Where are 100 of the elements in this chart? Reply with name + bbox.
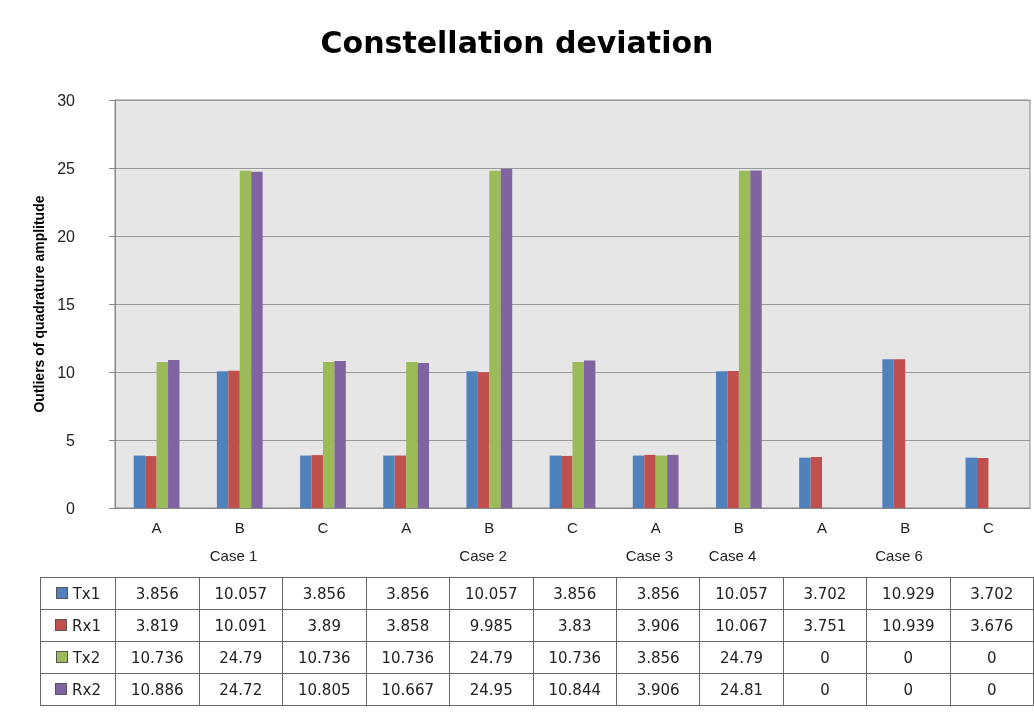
data-label: 3.856: [115, 577, 199, 610]
x-tick-label: A: [650, 519, 661, 536]
bar: [667, 454, 679, 508]
data-label: 10.844: [533, 673, 617, 706]
data-label: 0: [866, 641, 951, 674]
bar: [965, 457, 977, 508]
data-label: 10.057: [449, 577, 533, 610]
y-tick-label: 15: [57, 295, 76, 313]
bar: [156, 361, 169, 508]
bar: [334, 361, 346, 508]
data-label: 3.676: [950, 609, 1034, 642]
bar: [239, 170, 252, 508]
bar: [383, 455, 395, 508]
bar: [311, 455, 323, 508]
bar: [417, 362, 430, 508]
bar: [394, 455, 407, 508]
data-label: 24.79: [699, 641, 784, 674]
data-label: 0: [950, 641, 1034, 674]
data-label: 10.886: [115, 673, 199, 706]
bar: [300, 455, 312, 508]
data-label: 24.72: [199, 673, 283, 706]
x-tick-label: B: [900, 519, 911, 536]
y-tick-label: 10: [57, 363, 76, 381]
bar: [489, 170, 501, 508]
legend-label: Rx2: [40, 673, 116, 706]
data-label: 24.79: [449, 641, 533, 674]
data-label: 10.929: [866, 577, 951, 610]
bar: [882, 359, 894, 508]
bar: [750, 170, 762, 508]
bar: [228, 370, 240, 508]
data-label: 0: [866, 673, 951, 706]
legend-label: Rx1: [40, 609, 116, 642]
bar: [477, 372, 490, 508]
text: Case 2: [459, 547, 507, 564]
text: Case 1: [209, 547, 258, 564]
legend-label: Tx2: [40, 641, 116, 674]
data-label: 3.906: [616, 609, 700, 642]
data-label: 10.091: [199, 609, 283, 642]
chart-title: Constellation deviation: [320, 24, 714, 60]
y-tick-label: 30: [57, 91, 76, 109]
bar: [727, 371, 739, 508]
x-tick-label: B: [484, 519, 495, 536]
bar: [561, 455, 573, 508]
bar: [133, 455, 146, 508]
data-label: 0: [950, 673, 1034, 706]
data-label: 0: [783, 641, 867, 674]
x-tick-label: A: [817, 519, 828, 536]
bar: [406, 361, 418, 508]
data-label: 24.81: [699, 673, 784, 706]
text: Case 4: [708, 547, 757, 564]
bar: [644, 454, 656, 508]
bar: [322, 361, 335, 508]
bar: [715, 371, 728, 508]
data-label: 3.83: [533, 609, 617, 642]
bar: [216, 371, 229, 508]
data-label: 10.667: [366, 673, 450, 706]
data-label: 0: [783, 673, 867, 706]
data-label: 9.985: [449, 609, 533, 642]
x-tick-label: C: [317, 519, 329, 536]
data-label: 10.067: [699, 609, 784, 642]
data-label: 3.858: [366, 609, 450, 642]
data-label: 3.856: [533, 577, 617, 610]
bar: [466, 371, 478, 508]
x-tick-label: C: [982, 519, 994, 536]
data-label: 3.751: [783, 609, 867, 642]
data-label: 24.79: [199, 641, 283, 674]
bar: [655, 455, 668, 508]
data-label: 10.736: [282, 641, 366, 674]
bar: [145, 456, 157, 508]
data-label: 10.805: [282, 673, 366, 706]
bar: [251, 171, 263, 508]
data-label: 10.939: [866, 609, 951, 642]
bar: [168, 359, 180, 508]
data-label: 10.057: [199, 577, 283, 610]
legend-label: Tx1: [40, 577, 116, 610]
data-label: 24.95: [449, 673, 533, 706]
data-label: 3.819: [115, 609, 199, 642]
bar: [549, 455, 562, 508]
data-label: 10.736: [366, 641, 450, 674]
y-tick-label: 25: [57, 159, 76, 177]
data-label: 3.856: [616, 641, 700, 674]
x-tick-label: B: [733, 519, 744, 536]
bar: [893, 359, 906, 508]
data-label: 3.856: [282, 577, 366, 610]
bar: [583, 360, 596, 508]
bar: [810, 456, 823, 508]
bar: [799, 457, 811, 508]
y-tick-label: 20: [57, 227, 76, 245]
data-label: 10.736: [115, 641, 199, 674]
data-label: 3.89: [282, 609, 366, 642]
y-tick-label: 5: [66, 431, 76, 449]
x-tick-label: A: [151, 519, 162, 536]
bar: [738, 170, 751, 508]
data-label: 3.856: [616, 577, 700, 610]
bar: [632, 455, 645, 508]
x-tick-label: A: [401, 519, 412, 536]
data-label: 10.057: [699, 577, 784, 610]
x-tick-label: B: [234, 519, 245, 536]
data-label: 10.736: [533, 641, 617, 674]
bar: [976, 458, 989, 508]
